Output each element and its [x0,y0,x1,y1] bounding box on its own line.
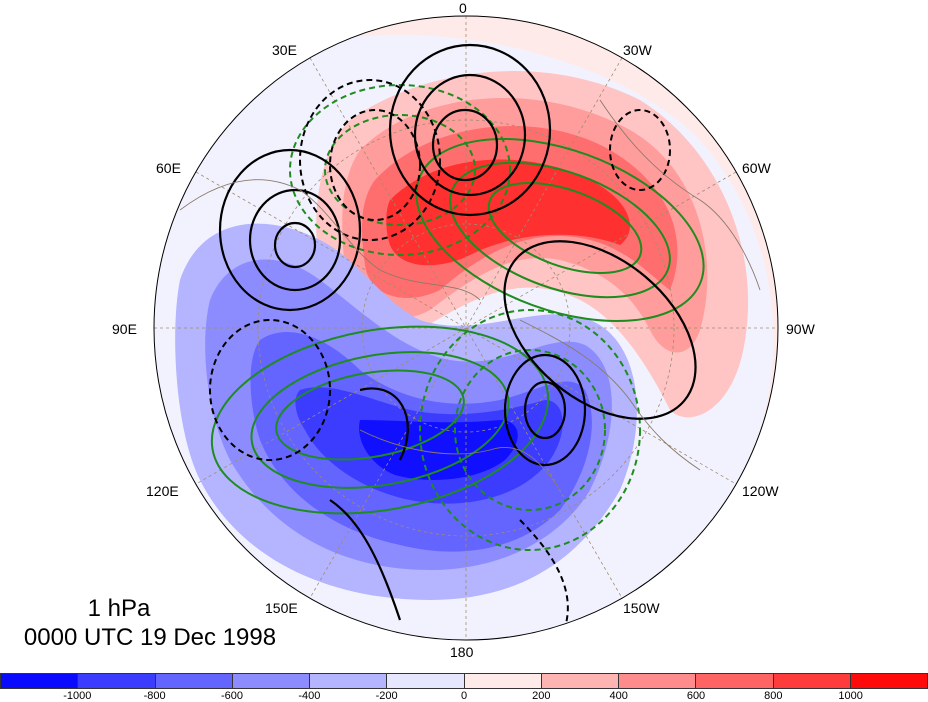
colorbar-tick-label: -400 [298,690,321,702]
lon-label-30w: 30W [623,42,652,58]
lon-label-180: 180 [450,644,474,660]
lon-label-30e: 30E [272,42,297,58]
colorbar-cell [618,673,696,689]
colorbar-tick-label: 400 [609,690,628,702]
negative-anomaly-1000 [359,420,518,480]
colorbar-tick-label: -200 [375,690,398,702]
lon-label-120e: 120E [146,483,179,499]
black-dashed-contours [209,79,671,640]
lon-label-150e: 150E [265,600,298,616]
positive-anomaly-800 [386,159,630,266]
colorbar-cell [463,673,541,689]
lon-label-0: 0 [459,0,467,16]
colorbar-tick-label: -800 [143,690,166,702]
colorbar-tick-label: 600 [686,690,706,702]
colorbar-tick-label: 1000 [838,690,863,702]
colorbar-cell [309,673,387,689]
colorbar-cell [386,673,464,689]
colorbar-cell [849,673,928,689]
caption-level: 1 hPa [87,595,151,622]
lon-label-60e: 60E [156,160,181,176]
lon-label-150w: 150W [623,600,660,616]
shading-layer [154,16,778,640]
colorbar-cell [77,673,155,689]
lon-label-90w: 90W [786,321,815,337]
colorbar-tick-label: 200 [532,690,551,702]
coastlines [179,99,761,491]
green-contours [210,137,705,515]
colorbar-cell [695,673,773,689]
colorbar-tick-label: -1000 [63,690,92,702]
colorbar-cell [772,673,850,689]
graticule [154,16,778,640]
black-contours [218,43,697,621]
colorbar-tick-label: 0 [460,690,468,702]
lon-label-120w: 120W [742,483,779,499]
map-boundary [153,15,779,641]
colorbar-cell [0,673,78,689]
green-dashed-contours [289,84,641,551]
colorbar [0,673,928,689]
colorbar-cell [154,673,232,689]
caption-time: 0000 UTC 19 Dec 1998 [23,624,277,651]
colorbar-tick-label: 800 [764,690,783,702]
lon-label-90e: 90E [112,321,137,337]
colorbar-tick-label: -600 [220,690,244,702]
colorbar-cell [540,673,618,689]
colorbar-cell [231,673,309,689]
lon-label-60w: 60W [742,160,771,176]
